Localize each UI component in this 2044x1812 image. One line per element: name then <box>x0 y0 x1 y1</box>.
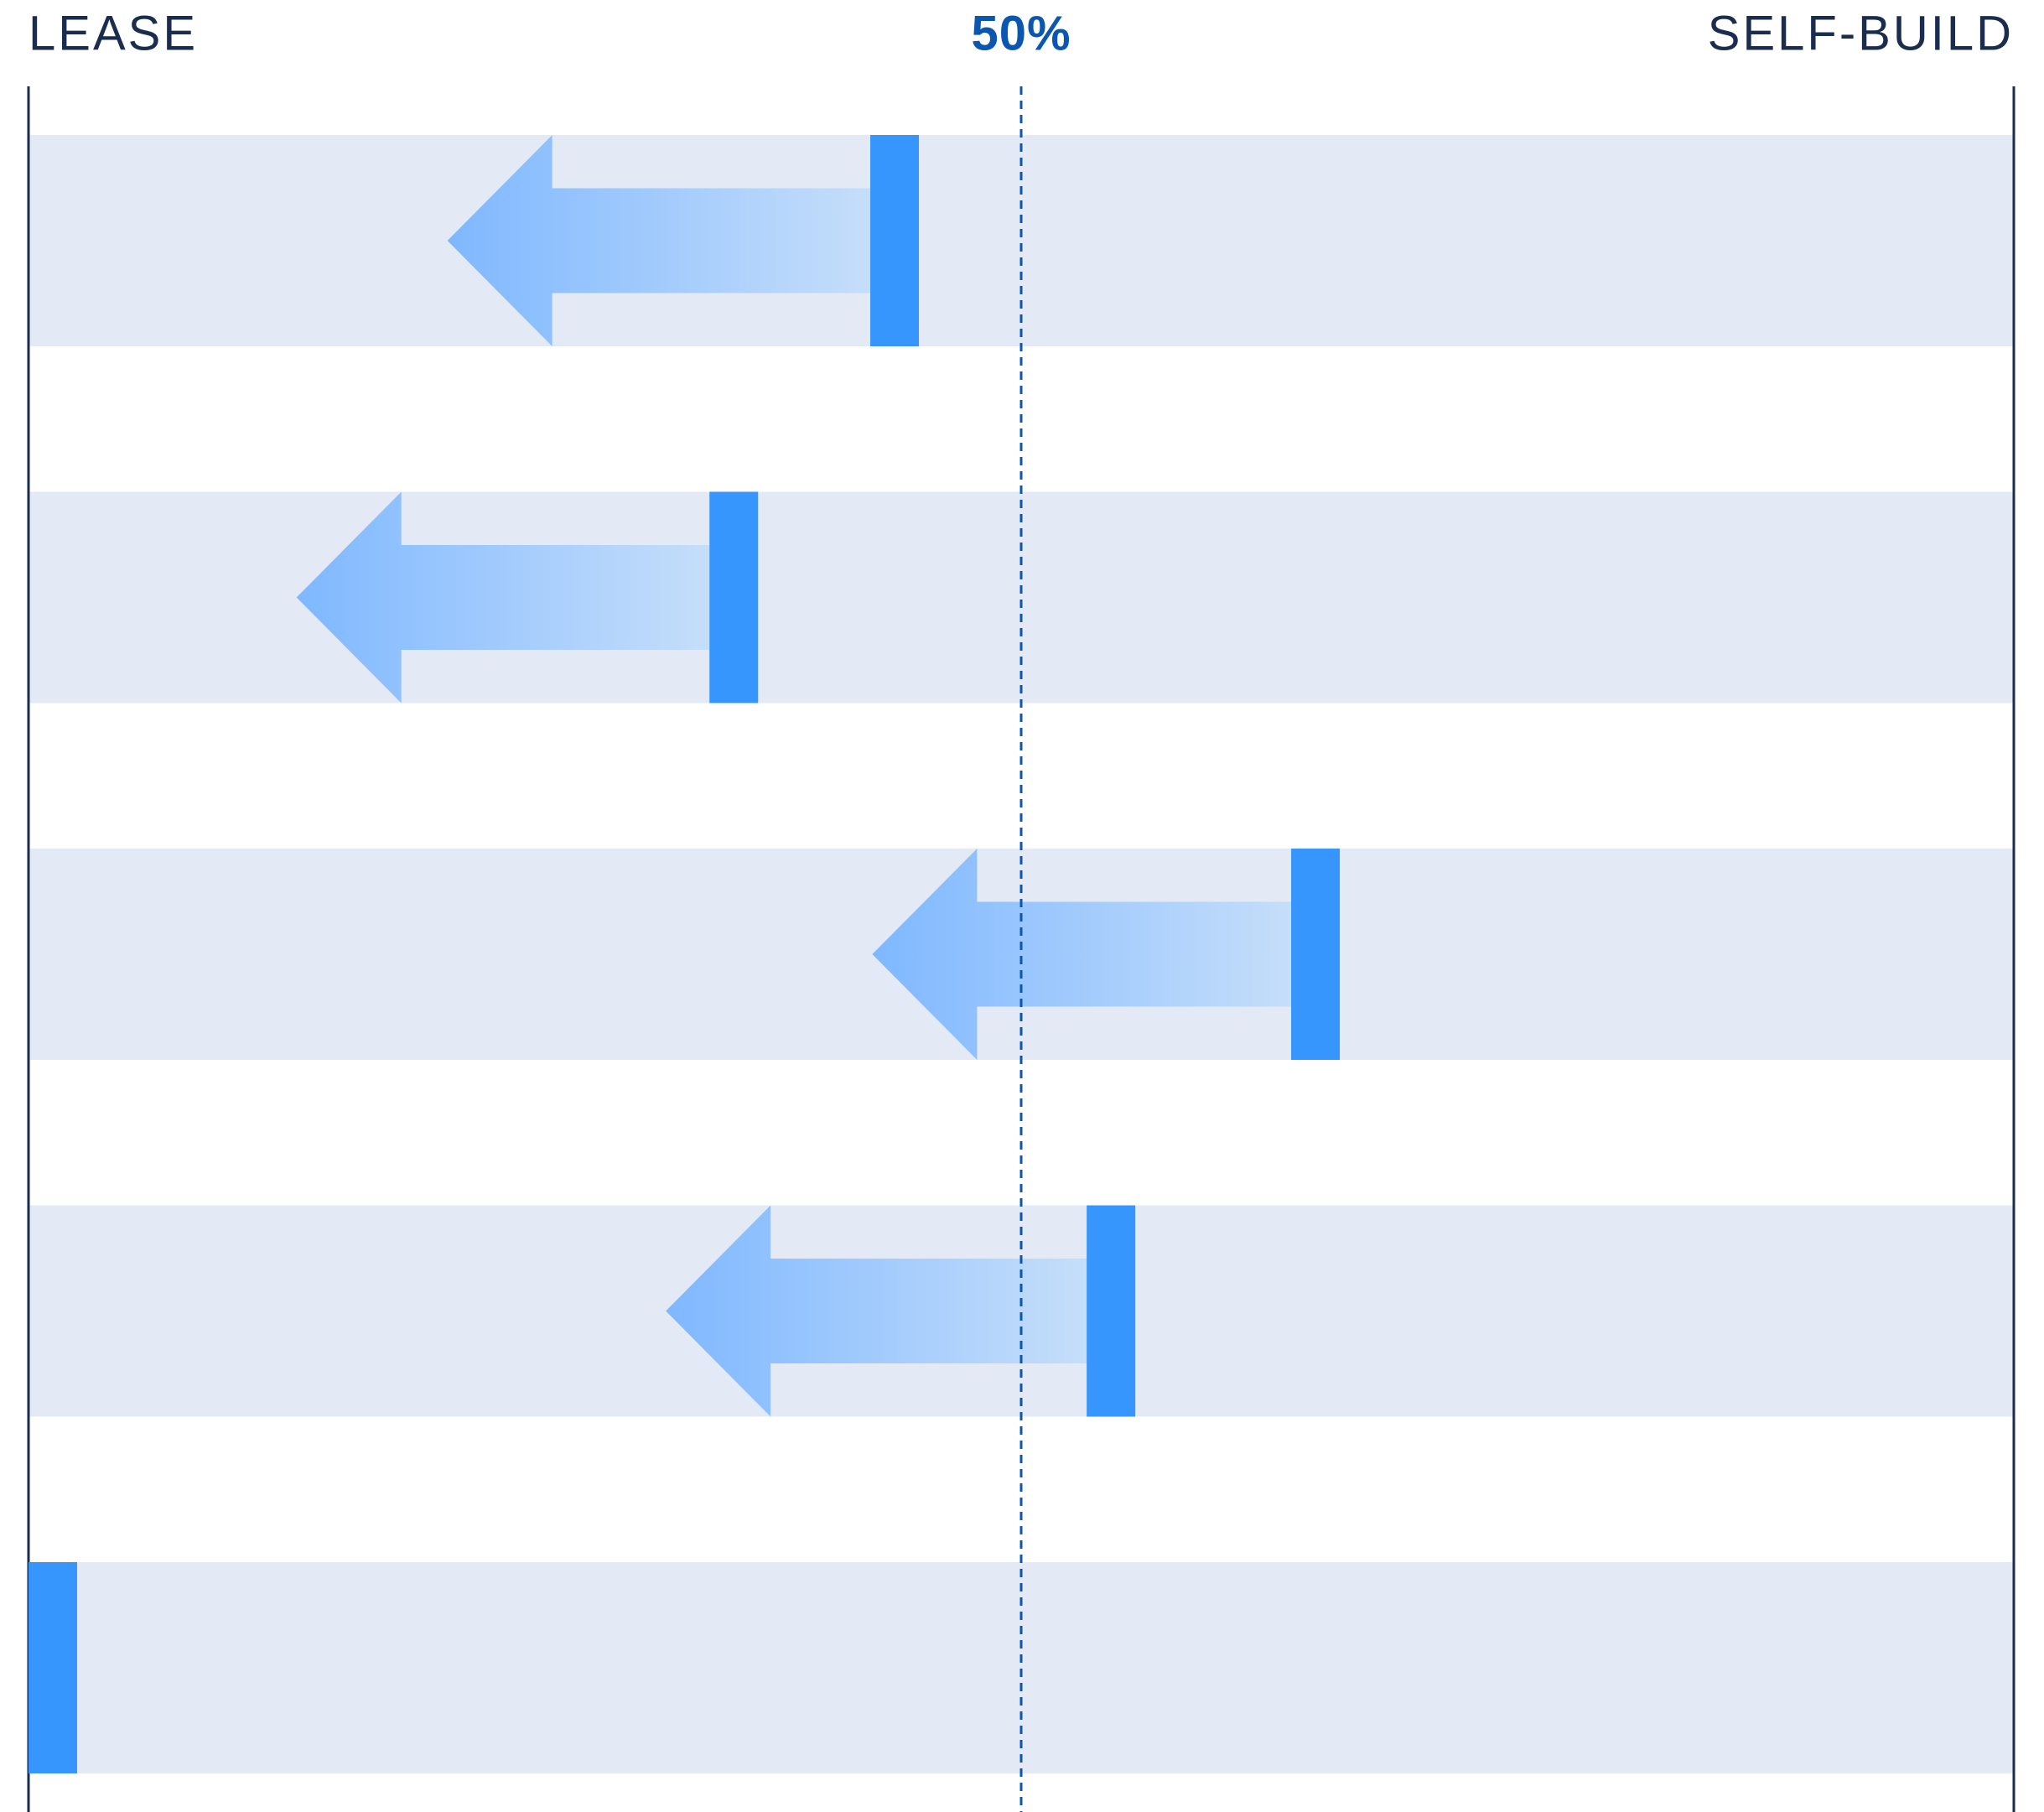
marker <box>1291 849 1341 1060</box>
arrow <box>872 849 1292 1060</box>
right-label: SELF-BUILD <box>1708 6 2014 60</box>
left-label: LEASE <box>29 6 198 60</box>
arrow <box>666 1205 1087 1417</box>
marker <box>709 491 759 704</box>
arrow <box>296 491 710 704</box>
marker <box>1087 1205 1136 1417</box>
reference-label: 50% <box>971 6 1071 60</box>
arrow <box>447 135 871 346</box>
marker <box>870 135 920 346</box>
marker <box>29 1562 77 1773</box>
row-band <box>29 135 2014 346</box>
